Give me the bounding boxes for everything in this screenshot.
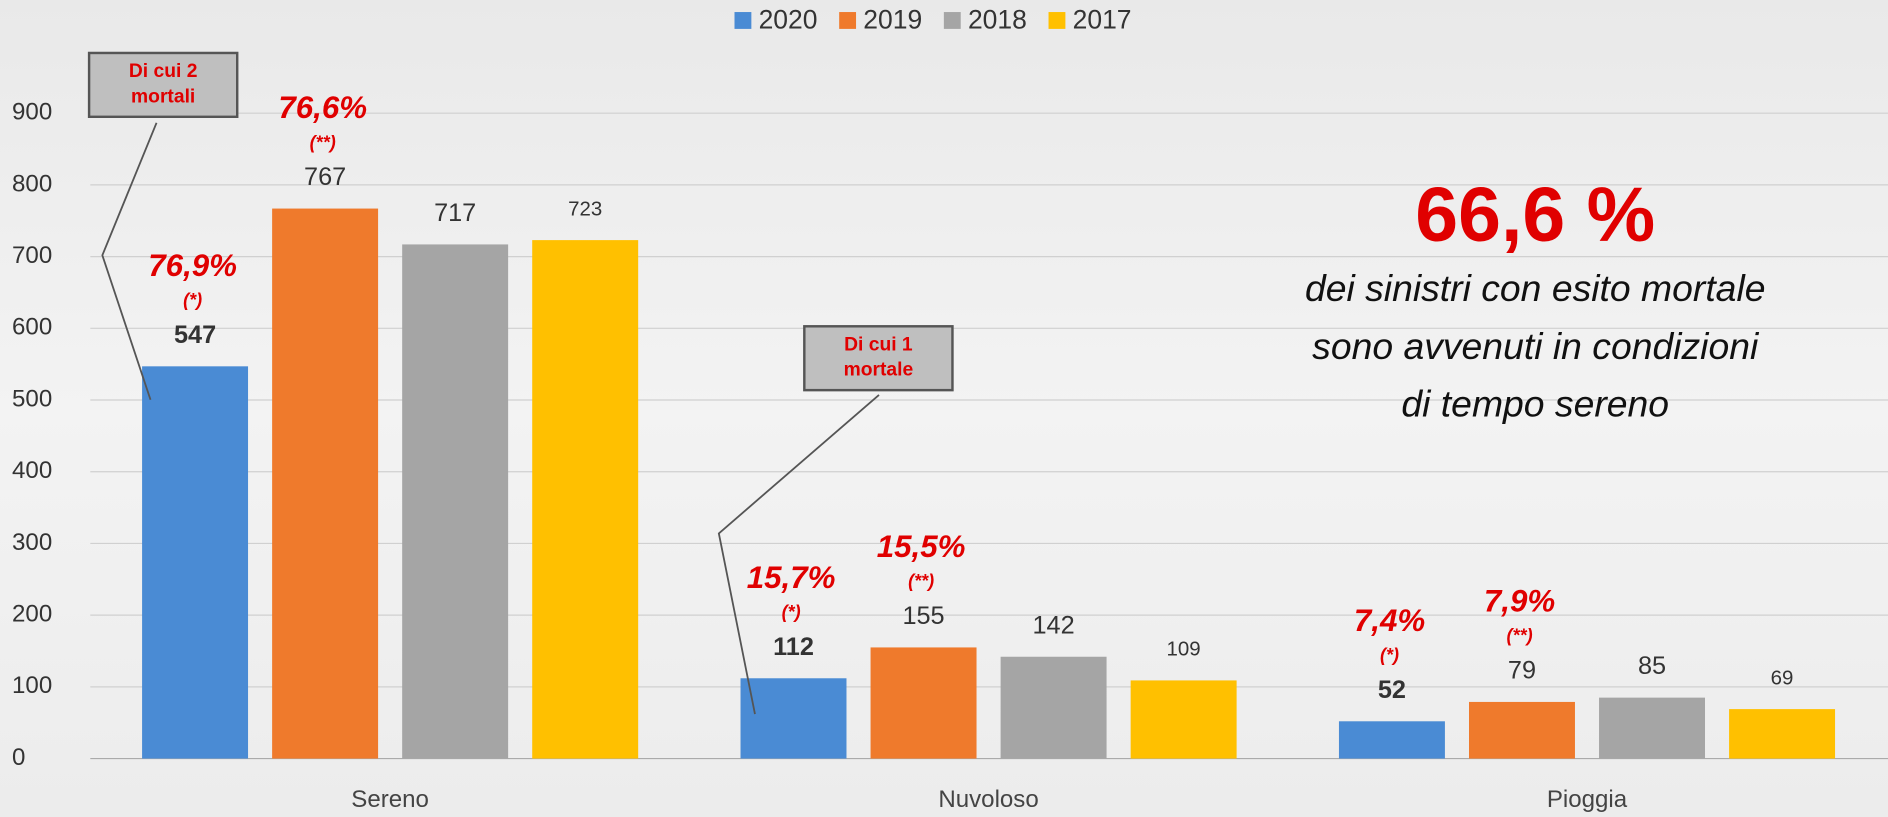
share-note: (*) [1380, 645, 1399, 665]
page: 0 100 200 300 400 500 600 700 800 900 2020 2019 2018… [0, 0, 1888, 817]
y-tick-label: 300 [12, 529, 52, 556]
value-label: 723 [568, 197, 602, 220]
legend-label: 2018 [968, 5, 1027, 35]
value-label: 155 [902, 602, 944, 630]
y-tick-label: 100 [12, 672, 52, 699]
share-note: (**) [908, 571, 934, 591]
value-label: 109 [1167, 638, 1201, 661]
highlight: 66,6 % dei sinistri con esito mortale so… [1240, 169, 1830, 434]
y-tick-label: 800 [12, 170, 52, 197]
value-label: 142 [1033, 611, 1075, 639]
bar [142, 366, 248, 758]
bar [1131, 680, 1237, 758]
legend-swatch [735, 12, 752, 29]
share-note: (*) [183, 290, 202, 310]
bar [1729, 709, 1835, 758]
share-note: (**) [1507, 626, 1533, 646]
bar [1339, 721, 1445, 758]
share-label: 76,9% [148, 248, 237, 283]
y-tick-label: 0 [12, 744, 25, 771]
bar [532, 240, 638, 758]
value-label: 52 [1378, 676, 1406, 704]
callout-leader [719, 395, 879, 714]
highlight-value: 66,6 % [1240, 169, 1830, 261]
y-tick-label: 200 [12, 601, 52, 628]
bar [1001, 657, 1107, 759]
share-label: 76,6% [278, 90, 367, 125]
value-label: 85 [1638, 652, 1666, 680]
x-tick-label: Sereno [351, 786, 429, 813]
highlight-text: dei sinistri con esito mortale [1240, 260, 1830, 318]
bar [1469, 702, 1575, 759]
share-label: 15,5% [877, 529, 966, 564]
legend-swatch [944, 12, 961, 29]
value-label: 547 [174, 321, 216, 349]
highlight-text: di tempo sereno [1240, 376, 1830, 434]
share-note: (*) [782, 602, 801, 622]
bar [402, 244, 508, 758]
value-label: 112 [773, 633, 814, 661]
y-tick-label: 400 [12, 457, 52, 484]
bar [272, 209, 378, 759]
y-tick-label: 500 [12, 385, 52, 412]
callout: Di cui 1 mortale [803, 325, 954, 391]
legend-swatch [839, 12, 856, 29]
bar [1599, 698, 1705, 759]
legend-label: 2019 [863, 5, 922, 35]
value-label: 717 [434, 199, 476, 227]
bar [741, 678, 847, 758]
share-label: 15,7% [747, 560, 836, 595]
share-note: (**) [310, 132, 336, 152]
share-label: 7,4% [1354, 603, 1425, 638]
y-tick-label: 900 [12, 99, 52, 126]
y-tick-label: 600 [12, 314, 52, 341]
bar [871, 647, 977, 758]
x-tick-label: Nuvoloso [938, 786, 1038, 813]
highlight-text: sono avvenuti in condizioni [1240, 318, 1830, 376]
callout: Di cui 2 mortali [88, 52, 239, 118]
x-tick-label: Pioggia [1547, 786, 1628, 813]
share-label: 7,9% [1484, 583, 1555, 618]
y-tick-label: 700 [12, 242, 52, 269]
value-label: 79 [1508, 657, 1536, 685]
legend-swatch [1049, 12, 1066, 29]
value-label: 69 [1771, 666, 1794, 689]
legend-label: 2020 [759, 5, 818, 35]
value-label: 767 [304, 163, 346, 191]
legend-label: 2017 [1073, 5, 1132, 35]
slide: 0 100 200 300 400 500 600 700 800 900 2020 2019 2018… [0, 0, 1888, 817]
